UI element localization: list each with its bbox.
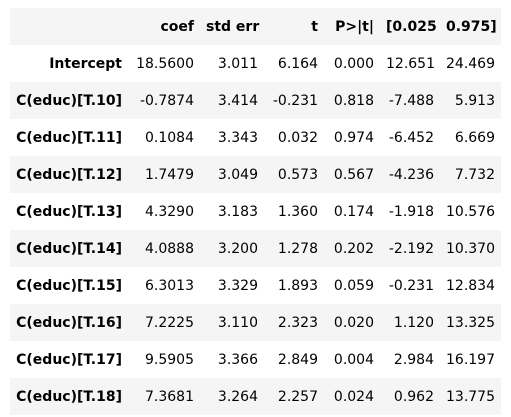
table-cell: 2.323 — [277, 314, 318, 331]
column-header: t — [311, 18, 318, 35]
row-label: C(educ)[T.14] — [16, 240, 122, 257]
table-cell: 3.264 — [217, 388, 258, 405]
table-row: C(educ)[T.17] 9.5905 3.366 2.849 0.004 2.984 1… — [10, 341, 501, 378]
row-label: C(educ)[T.18] — [16, 388, 122, 405]
table-cell: 0.059 — [333, 277, 374, 294]
table-cell: 0.202 — [333, 240, 374, 257]
table-row: C(educ)[T.16] 7.2225 3.110 2.323 0.020 1.120 1… — [10, 304, 501, 341]
table-row: C(educ)[T.14] 4.0888 3.200 1.278 0.202 -2.192… — [10, 230, 501, 267]
table-cell: 1.120 — [393, 314, 434, 331]
table-row: Intercept 18.5600 3.011 6.164 0.000 12.651 24.… — [10, 45, 501, 82]
table-cell: -2.192 — [388, 240, 434, 257]
table-cell: 7.732 — [454, 166, 495, 183]
table-cell: 24.469 — [446, 55, 495, 72]
table-cell: 0.032 — [277, 129, 318, 146]
table-cell: -6.452 — [388, 129, 434, 146]
table-cell: 0.024 — [333, 388, 374, 405]
table-cell: 1.7479 — [145, 166, 194, 183]
column-header: std err — [206, 18, 260, 35]
table-header: coef std err t P>|t| [0.025 0.975] — [10, 8, 501, 45]
table-cell: -0.231 — [388, 277, 434, 294]
table-cell: 4.3290 — [145, 203, 194, 220]
table-cell: 0.974 — [333, 129, 374, 146]
table-cell: 0.004 — [333, 351, 374, 368]
table-cell: 0.818 — [333, 92, 374, 109]
table-cell: 1.278 — [277, 240, 318, 257]
table-row: C(educ)[T.12] 1.7479 3.049 0.573 0.567 -4.236… — [10, 156, 501, 193]
table-cell: 2.257 — [277, 388, 318, 405]
table-cell: 12.834 — [446, 277, 495, 294]
table-cell: 10.370 — [446, 240, 495, 257]
column-header: [0.025 — [386, 18, 437, 35]
table-cell: 0.000 — [333, 55, 374, 72]
table-cell: 3.200 — [217, 240, 258, 257]
table-cell: -7.488 — [388, 92, 434, 109]
column-header: P>|t| — [335, 18, 374, 35]
table-cell: 7.2225 — [145, 314, 194, 331]
row-label: C(educ)[T.11] — [16, 129, 122, 146]
table-cell: 2.849 — [277, 351, 318, 368]
summary-table: coef std err t P>|t| [0.025 0.975] Intercept 1… — [10, 8, 501, 415]
corner-cell — [10, 8, 128, 45]
table-cell: 6.164 — [277, 55, 318, 72]
table-cell: -1.918 — [388, 203, 434, 220]
table-cell: 18.5600 — [136, 55, 194, 72]
table-cell: 10.576 — [446, 203, 495, 220]
table-cell: 13.325 — [446, 314, 495, 331]
table-cell: 3.329 — [217, 277, 258, 294]
row-label: C(educ)[T.12] — [16, 166, 122, 183]
column-header: coef — [160, 18, 194, 35]
table-cell: 5.913 — [454, 92, 495, 109]
table-cell: 3.049 — [217, 166, 258, 183]
row-label: C(educ)[T.16] — [16, 314, 122, 331]
table-row: C(educ)[T.18] 7.3681 3.264 2.257 0.024 0.962 1… — [10, 378, 501, 415]
table-cell: 0.174 — [333, 203, 374, 220]
table-cell: 4.0888 — [145, 240, 194, 257]
table-cell: 1.360 — [277, 203, 318, 220]
table-cell: 6.3013 — [145, 277, 194, 294]
table-cell: -4.236 — [388, 166, 434, 183]
table-body: Intercept 18.5600 3.011 6.164 0.000 12.651 24.… — [10, 45, 501, 415]
table-row: C(educ)[T.11] 0.1084 3.343 0.032 0.974 -6.452… — [10, 119, 501, 156]
table-cell: 0.020 — [333, 314, 374, 331]
table-cell: 0.573 — [277, 166, 318, 183]
table-row: C(educ)[T.15] 6.3013 3.329 1.893 0.059 -0.231… — [10, 267, 501, 304]
table-cell: 0.1084 — [145, 129, 194, 146]
column-header: 0.975] — [446, 18, 497, 35]
table-cell: 0.567 — [333, 166, 374, 183]
row-label: C(educ)[T.15] — [16, 277, 122, 294]
table-cell: 3.110 — [217, 314, 258, 331]
table-cell: 3.366 — [217, 351, 258, 368]
table-cell: 0.962 — [393, 388, 434, 405]
table-cell: 3.343 — [217, 129, 258, 146]
table-cell: 9.5905 — [145, 351, 194, 368]
table-cell: 3.183 — [217, 203, 258, 220]
row-label: C(educ)[T.10] — [16, 92, 122, 109]
table-cell: 3.011 — [217, 55, 258, 72]
table-cell: -0.231 — [272, 92, 318, 109]
table-cell: 6.669 — [454, 129, 495, 146]
row-label: Intercept — [49, 55, 122, 72]
table-cell: -0.7874 — [139, 92, 194, 109]
table-cell: 3.414 — [217, 92, 258, 109]
table-cell: 13.775 — [446, 388, 495, 405]
table-cell: 12.651 — [386, 55, 435, 72]
table-row: C(educ)[T.13] 4.3290 3.183 1.360 0.174 -1.918… — [10, 193, 501, 230]
row-label: C(educ)[T.17] — [16, 351, 122, 368]
table-cell: 2.984 — [393, 351, 434, 368]
table-cell: 7.3681 — [145, 388, 194, 405]
table-cell: 1.893 — [277, 277, 318, 294]
table-row: C(educ)[T.10] -0.7874 3.414 -0.231 0.818 -7.4… — [10, 82, 501, 119]
row-label: C(educ)[T.13] — [16, 203, 122, 220]
header-row: coef std err t P>|t| [0.025 0.975] — [10, 8, 501, 45]
table-cell: 16.197 — [446, 351, 495, 368]
